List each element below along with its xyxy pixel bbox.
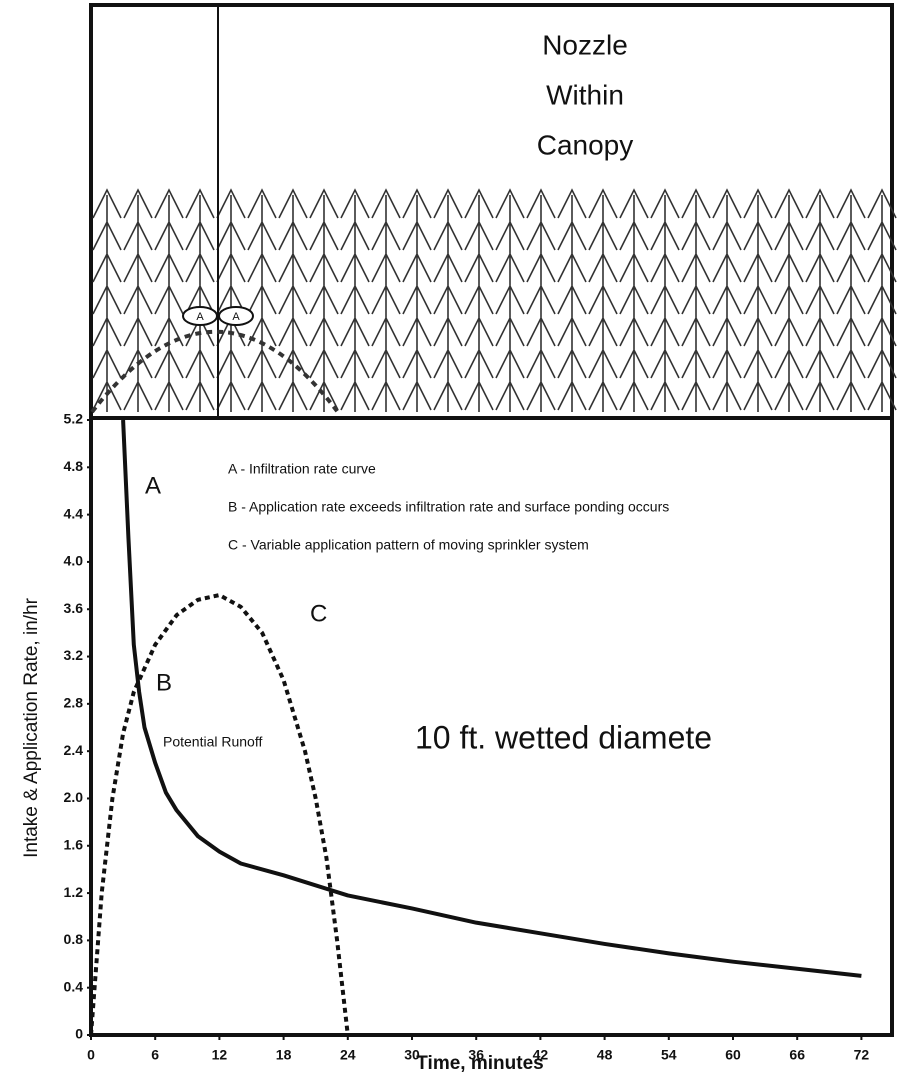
x-tick-label: 60 bbox=[725, 1047, 741, 1063]
y-tick-label: 0.8 bbox=[64, 931, 84, 947]
y-tick-label: 3.6 bbox=[64, 600, 84, 616]
x-tick-label: 30 bbox=[404, 1047, 420, 1063]
x-tick-label: 54 bbox=[661, 1047, 677, 1063]
x-tick-label: 48 bbox=[597, 1047, 613, 1063]
x-tick-label: 12 bbox=[212, 1047, 228, 1063]
y-axis-label: Intake & Application Rate, in/hr bbox=[21, 597, 42, 857]
y-tick-label: 1.2 bbox=[64, 884, 84, 900]
canopy-plants bbox=[92, 188, 897, 412]
note: B - Application rate exceeds infiltratio… bbox=[228, 499, 669, 515]
marker-ellipse bbox=[182, 306, 218, 326]
y-tick-label: 1.6 bbox=[64, 836, 84, 852]
y-tick-label: 4.8 bbox=[64, 458, 84, 474]
annotation: B bbox=[156, 669, 172, 696]
marker-label: A bbox=[196, 311, 204, 323]
x-tick-label: 66 bbox=[789, 1047, 805, 1063]
x-tick-label: 6 bbox=[151, 1047, 159, 1063]
annotation: A bbox=[145, 472, 161, 499]
series-line bbox=[89, 593, 350, 1036]
diagram-title: Canopy bbox=[537, 129, 634, 160]
y-tick-label: 0.4 bbox=[64, 978, 84, 994]
y-tick-label: 3.2 bbox=[64, 647, 84, 663]
x-axis-label: Time, minutes bbox=[416, 1053, 543, 1074]
annotation: Potential Runoff bbox=[163, 734, 262, 750]
y-tick-label: 2.4 bbox=[64, 742, 84, 758]
y-tick-label: 2.0 bbox=[64, 789, 84, 805]
annotation: C bbox=[310, 600, 327, 627]
marker-label: A bbox=[232, 311, 240, 323]
spray-arc bbox=[90, 329, 342, 417]
note: A - Infiltration rate curve bbox=[228, 461, 376, 477]
y-tick-label: 4.4 bbox=[64, 505, 84, 521]
y-tick-label: 0 bbox=[75, 1026, 83, 1042]
x-tick-label: 18 bbox=[276, 1047, 292, 1063]
x-tick-label: 42 bbox=[533, 1047, 549, 1063]
y-tick-label: 4.0 bbox=[64, 553, 84, 569]
x-tick-label: 0 bbox=[87, 1047, 95, 1063]
diagram-title: Within bbox=[546, 79, 624, 110]
diagram-title: Nozzle bbox=[542, 29, 628, 60]
annotation: 10 ft. wetted diamete bbox=[415, 719, 712, 755]
note: C - Variable application pattern of movi… bbox=[228, 537, 589, 553]
y-tick-label: 5.2 bbox=[64, 411, 84, 427]
x-tick-label: 72 bbox=[854, 1047, 870, 1063]
series-line bbox=[121, 419, 862, 978]
plot-frame bbox=[89, 416, 894, 1037]
x-tick-label: 24 bbox=[340, 1047, 356, 1063]
y-tick-label: 2.8 bbox=[64, 695, 84, 711]
canopy-diagram: A A Nozzle Within Canopy bbox=[89, 3, 897, 420]
marker-ellipse bbox=[218, 306, 254, 326]
x-tick-label: 36 bbox=[468, 1047, 484, 1063]
